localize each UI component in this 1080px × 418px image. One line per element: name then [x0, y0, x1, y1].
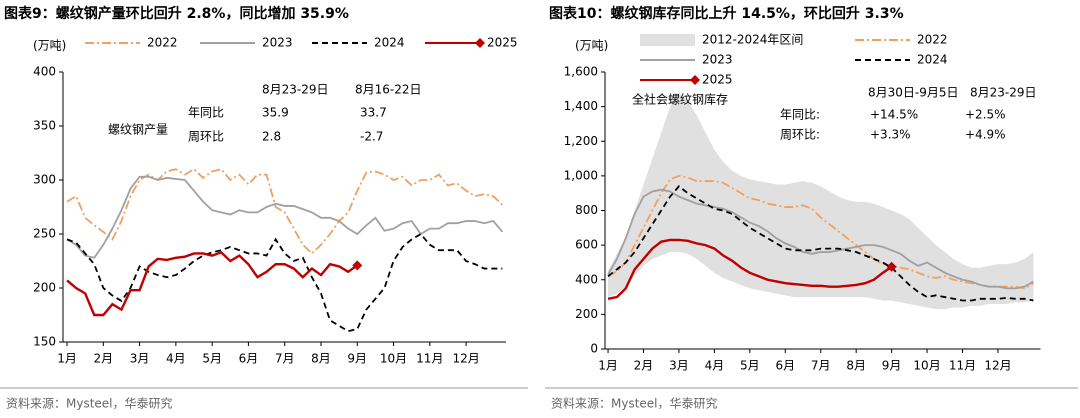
legend-label: 2025: [702, 73, 733, 87]
y-axis-label: (万吨): [575, 39, 608, 53]
annotation-value: 35.9: [262, 106, 289, 120]
annotation-row-label: 周环比: [188, 130, 224, 144]
y-tick-label: 800: [575, 203, 598, 217]
x-tick-label: 3月: [669, 359, 689, 373]
y-tick-label: 350: [33, 119, 56, 133]
legend-label: 2023: [702, 53, 733, 67]
annotation-value: +14.5%: [870, 108, 918, 122]
y-tick-label: 0: [590, 342, 598, 356]
x-tick-label: 8月: [846, 359, 866, 373]
x-tick-label: 10月: [913, 359, 940, 373]
series-line: [607, 188, 1034, 290]
legend-label: 2012-2024年区间: [702, 33, 803, 47]
series-line: [66, 250, 358, 317]
legend-label: 2024: [917, 53, 948, 67]
x-tick-label: 1月: [598, 359, 618, 373]
y-tick-label: 1,000: [564, 168, 598, 182]
x-tick-label: 5月: [740, 359, 760, 373]
annotation-column: 8月16-22日: [355, 83, 422, 97]
series-line: [607, 238, 893, 300]
annotation-title: 螺纹钢产量: [108, 123, 168, 137]
y-tick-label: 200: [33, 281, 56, 295]
range-band: [608, 92, 1034, 310]
x-tick-label: 9月: [882, 359, 902, 373]
annotation-column: 8月30日-9月5日: [868, 86, 959, 100]
legend-marker: [690, 75, 700, 85]
x-tick-label: 2月: [93, 352, 113, 366]
chart-title: 图表9：螺纹钢产量环比回升 2.8%，同比增加 35.9%: [4, 5, 349, 22]
y-tick-label: 250: [33, 227, 56, 241]
series-line: [66, 232, 503, 333]
series-line: [607, 185, 1034, 302]
x-tick-label: 12月: [984, 359, 1011, 373]
annotation-value: -2.7: [360, 130, 383, 144]
x-tick-label: 7月: [811, 359, 831, 373]
x-tick-label: 8月: [311, 352, 331, 366]
chart-title: 图表10：螺纹钢库存同比上升 14.5%，环比回升 3.3%: [549, 5, 904, 22]
legend-swatch: [640, 34, 695, 46]
annotation-row-label: 年同比:: [780, 108, 820, 122]
annotation-column: 8月23-29日: [262, 83, 329, 97]
legend-label: 2024: [374, 36, 405, 50]
legend-label: 2025: [487, 36, 518, 50]
annotation-column: 8月23-29日: [970, 86, 1037, 100]
y-tick-label: 150: [33, 335, 56, 349]
x-tick-label: 2月: [634, 359, 654, 373]
x-tick-label: 6月: [775, 359, 795, 373]
annotation-row-label: 年同比: [188, 106, 224, 120]
x-tick-label: 6月: [239, 352, 259, 366]
annotation-value: 33.7: [360, 106, 387, 120]
y-tick-label: 200: [575, 307, 598, 321]
annotation-title: 全社会螺纹钢库存: [632, 92, 728, 107]
annotation-value: 2.8: [262, 130, 281, 144]
x-tick-label: 4月: [705, 359, 725, 373]
x-tick-label: 12月: [452, 352, 479, 366]
y-tick-label: 300: [33, 173, 56, 187]
y-tick-label: 600: [575, 238, 598, 252]
x-tick-label: 5月: [202, 352, 222, 366]
y-tick-label: 1,200: [564, 134, 598, 148]
annotation-row-label: 周环比:: [780, 128, 820, 142]
x-tick-label: 11月: [416, 352, 443, 366]
end-marker: [886, 261, 897, 272]
end-marker: [352, 260, 363, 271]
y-tick-label: 1,600: [564, 65, 598, 79]
y-tick-label: 400: [33, 65, 56, 79]
y-tick-label: 1,400: [564, 99, 598, 113]
annotation-value: +3.3%: [870, 128, 911, 142]
x-tick-label: 9月: [347, 352, 367, 366]
series-line: [66, 175, 504, 259]
annotation-value: +4.9%: [965, 128, 1006, 142]
x-tick-label: 11月: [949, 359, 976, 373]
x-tick-label: 3月: [130, 352, 150, 366]
legend-label: 2022: [917, 33, 948, 47]
source: 资料来源：Mysteel，华泰研究: [6, 396, 173, 411]
x-tick-label: 1月: [57, 352, 77, 366]
x-tick-label: 10月: [380, 352, 407, 366]
legend-label: 2023: [262, 36, 293, 50]
x-tick-label: 4月: [166, 352, 186, 366]
y-tick-label: 400: [575, 272, 598, 286]
legend-label: 2022: [147, 36, 178, 50]
source: 资料来源：Mysteel，华泰研究: [551, 396, 718, 411]
series-line: [66, 168, 503, 255]
y-axis-label: (万吨): [33, 39, 66, 53]
x-tick-label: 7月: [275, 352, 295, 366]
annotation-value: +2.5%: [965, 108, 1006, 122]
series-line: [607, 174, 1034, 290]
legend-marker: [475, 38, 485, 48]
